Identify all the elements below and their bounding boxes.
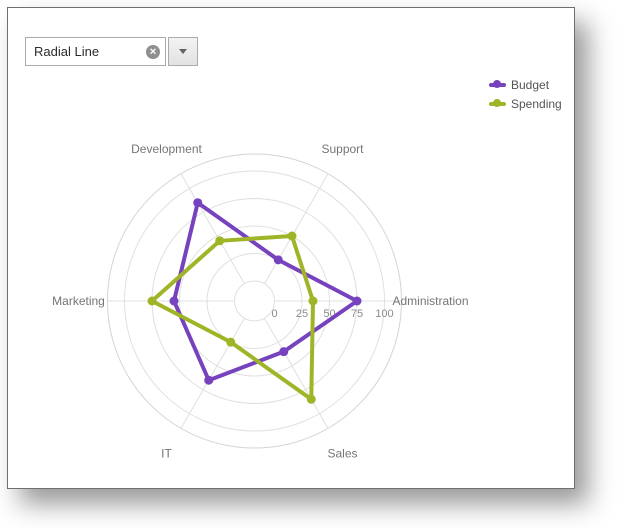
chart-type-input[interactable]: [25, 37, 166, 66]
category-label: Sales: [327, 447, 357, 461]
data-point[interactable]: [273, 255, 283, 265]
legend-label: Spending: [511, 96, 562, 111]
legend-label: Budget: [511, 77, 550, 92]
spoke: [180, 173, 245, 284]
legend: Budget Spending: [489, 75, 562, 113]
chart-card: ✕ 0255075100AdministrationSupportDevelop…: [7, 7, 575, 489]
value-tick-label: 75: [351, 308, 363, 320]
data-point[interactable]: [287, 231, 297, 241]
value-tick-label: 0: [271, 308, 277, 320]
legend-item-spending[interactable]: Spending: [489, 94, 562, 113]
grid-ring: [234, 280, 275, 322]
data-point[interactable]: [193, 198, 203, 208]
chevron-down-icon: [179, 49, 187, 54]
data-point[interactable]: [226, 337, 236, 347]
data-point[interactable]: [147, 296, 157, 306]
value-tick-label: 100: [375, 308, 393, 320]
value-tick-label: 25: [296, 308, 308, 320]
data-point[interactable]: [215, 236, 225, 246]
spoke: [264, 318, 329, 429]
category-label: Marketing: [52, 294, 105, 308]
category-label: Development: [131, 142, 202, 156]
data-point[interactable]: [279, 347, 289, 357]
radar-chart-canvas: 0 25 50 75 100AdministrationSupportDevelopme…: [52, 142, 468, 461]
data-point[interactable]: [308, 296, 318, 306]
series-line-spending[interactable]: [150, 234, 315, 402]
radar-chart: 0 25 50 75 100 Administration Support Developme…: [8, 8, 574, 488]
series-marker-icon: [489, 80, 506, 89]
spoke: [180, 318, 245, 429]
chart-type-field: ✕: [25, 37, 166, 66]
data-point[interactable]: [204, 375, 214, 385]
clear-icon[interactable]: ✕: [146, 44, 160, 59]
dropdown-button[interactable]: [168, 37, 198, 66]
category-label: Administration: [392, 294, 468, 308]
category-label: Support: [321, 142, 364, 156]
data-point[interactable]: [352, 296, 362, 306]
spoke: [264, 173, 329, 284]
data-point[interactable]: [306, 394, 316, 404]
series-marker-icon: [489, 99, 506, 108]
legend-item-budget[interactable]: Budget: [489, 75, 562, 94]
category-label: IT: [161, 447, 172, 461]
chart-type-combo: ✕: [25, 37, 198, 66]
data-point[interactable]: [169, 296, 179, 306]
